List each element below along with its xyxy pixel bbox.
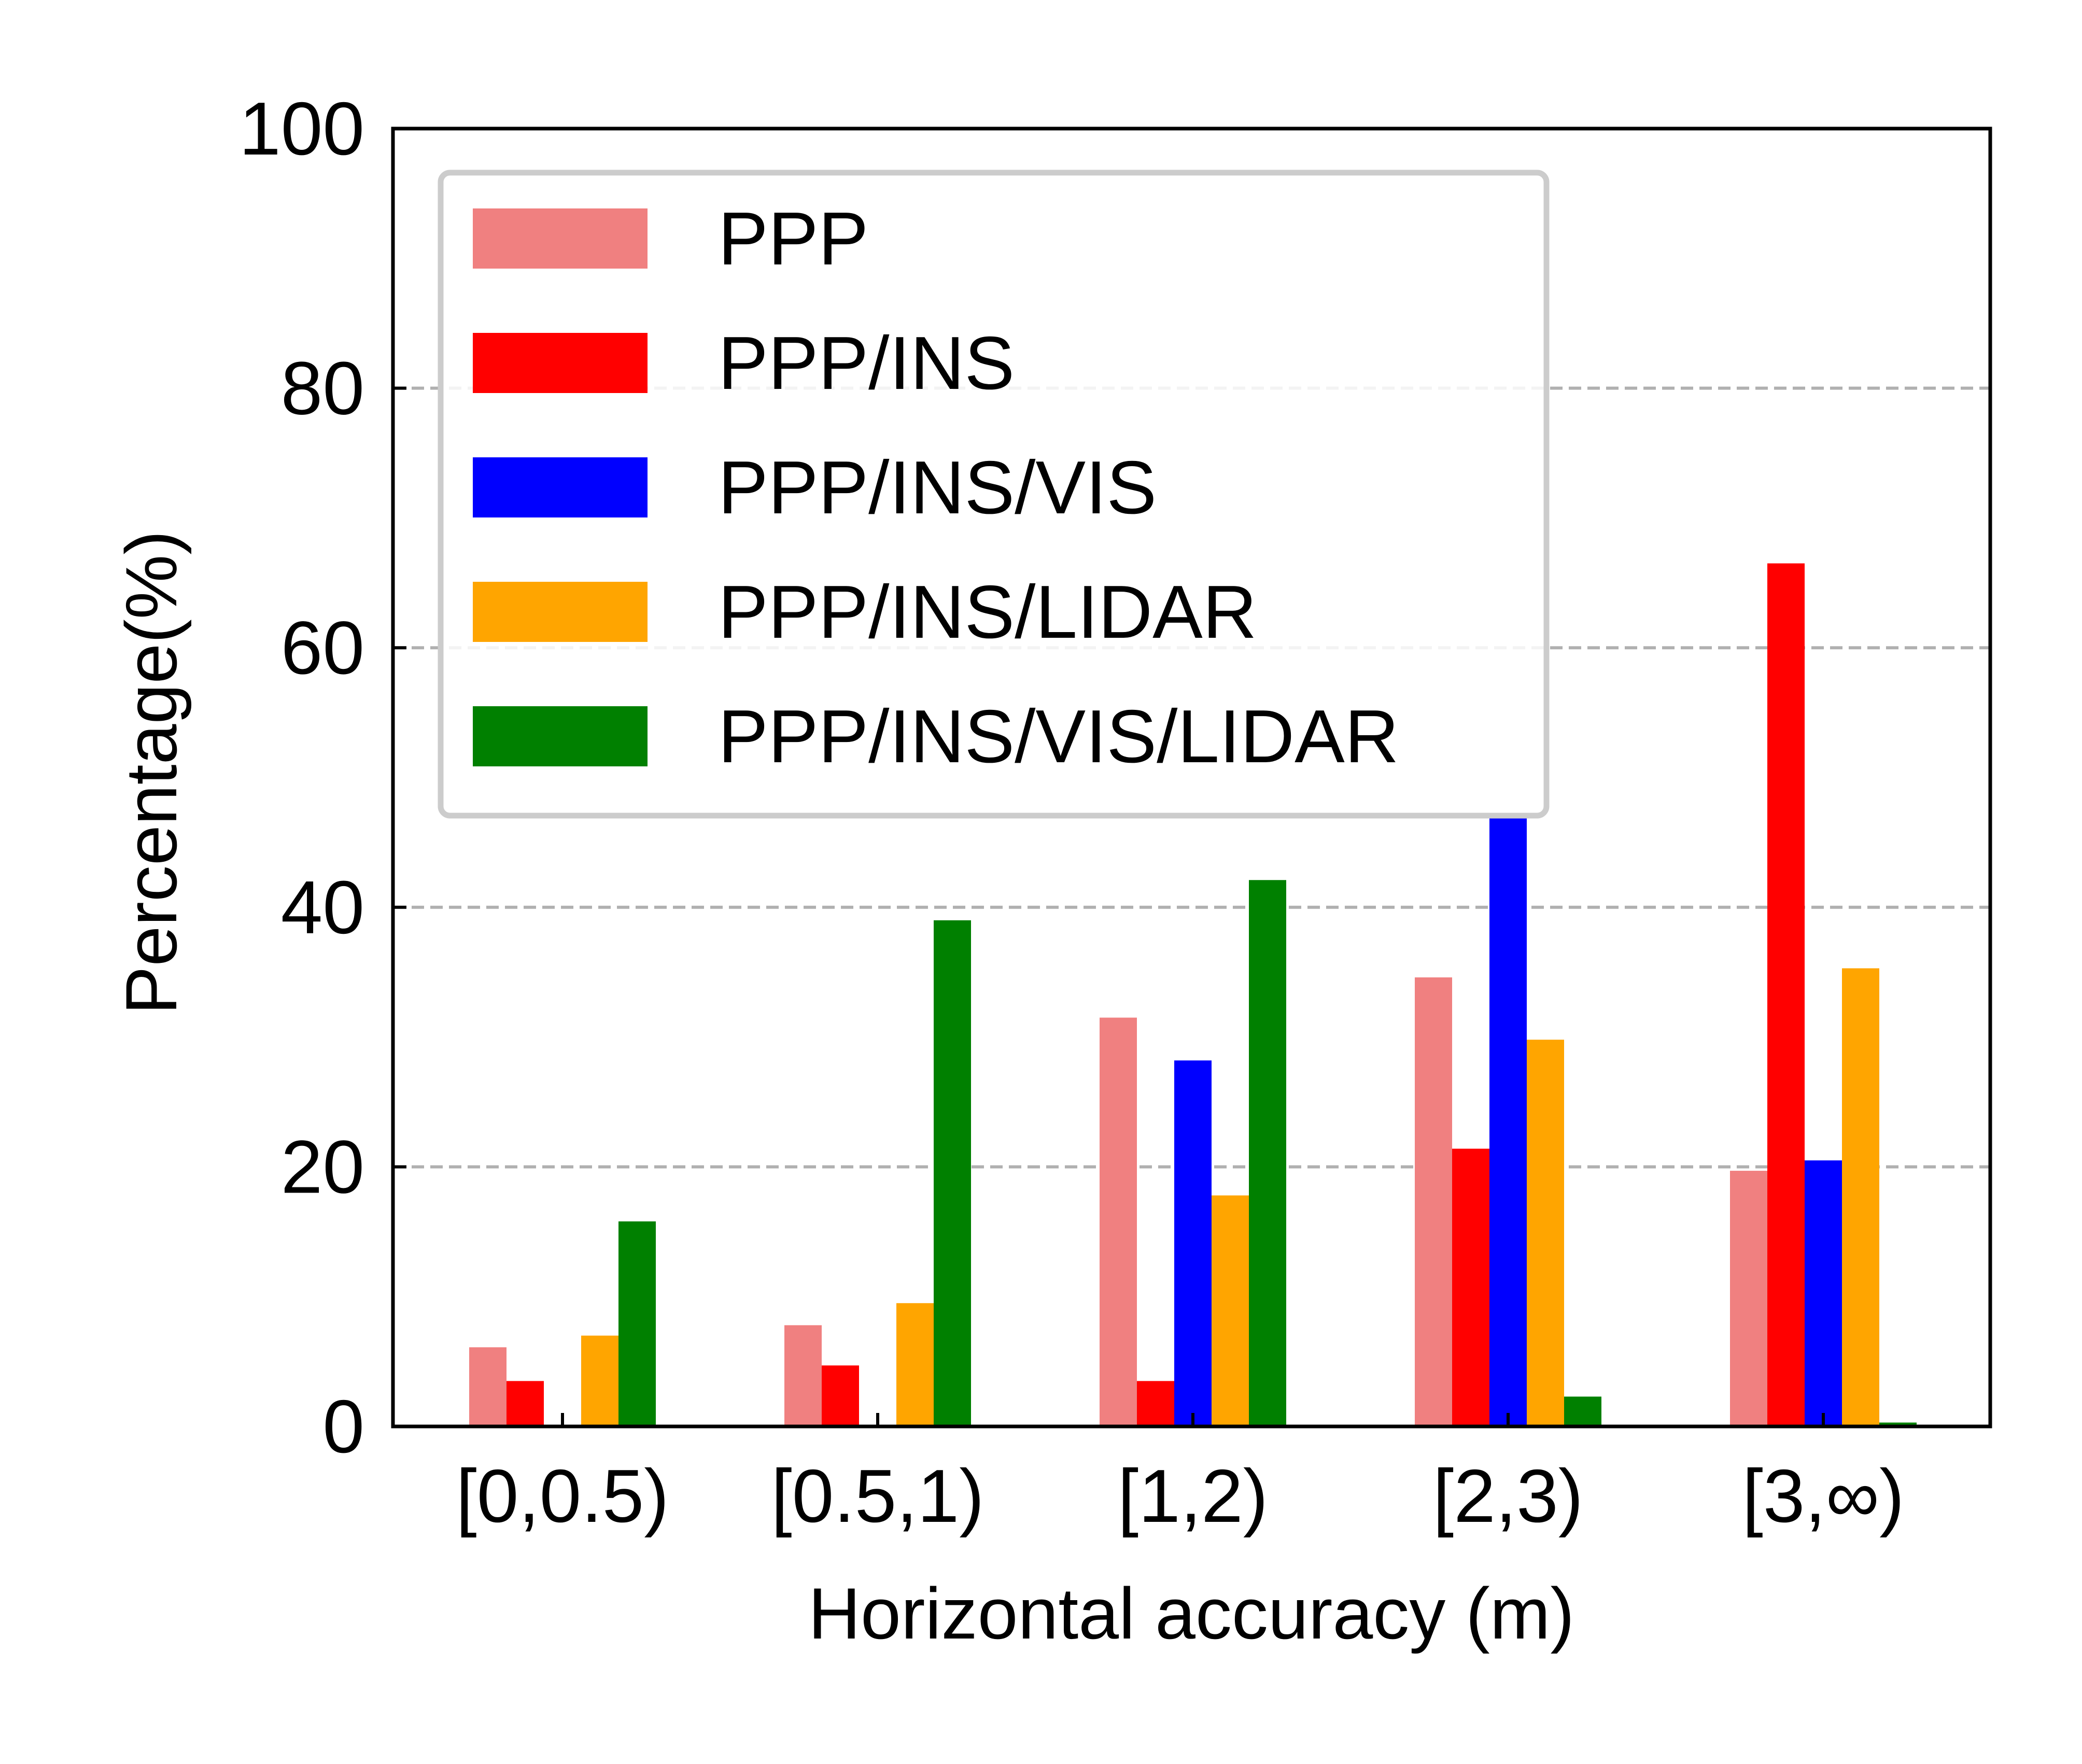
bar [1212,1195,1249,1426]
legend-swatch [473,208,648,269]
bar [1174,1060,1212,1426]
legend-swatch [473,333,648,393]
bar [1767,563,1805,1426]
x-axis-label: Horizontal accuracy (m) [808,1573,1574,1654]
bar [1100,1017,1137,1426]
y-tick-labels: 0 20 40 60 80 100 [239,87,364,1468]
bar [1730,1170,1767,1426]
axis-ticks [393,127,1825,1428]
y-axis-label: Percentage(%) [110,530,192,1015]
bar [507,1381,544,1426]
legend-frame [438,170,1550,819]
legend-items: PPP PPP/INS PPP/INS/VIS PPP/INS/LIDAR PPP/IN… [473,197,1399,778]
x-tick-label: [0.5,1) [771,1454,984,1538]
legend-label: PPP [718,197,868,281]
x-tick-labels: [0,0.5) [0.5,1) [1,2) [2,3) [3,∞) [456,1454,1904,1538]
bar [822,1365,859,1426]
bar [1137,1381,1174,1426]
legend-swatch [473,706,648,766]
bar [469,1347,507,1426]
bar [1489,814,1527,1426]
legend-swatch [473,582,648,642]
x-tick-label: [1,2) [1118,1454,1268,1538]
x-tick-label: [0,0.5) [456,1454,669,1538]
legend-label: PPP/INS/VIS [718,445,1157,529]
bar [581,1335,618,1426]
bars [469,563,1917,1426]
bar [1805,1160,1842,1426]
bar [1415,977,1452,1426]
bar [1452,1149,1489,1426]
bar [1842,968,1879,1426]
legend-label: PPP/INS [718,321,1015,405]
bar [896,1303,934,1426]
bar [1564,1396,1601,1426]
y-tick-label: 60 [281,606,364,690]
bar [1879,1422,1917,1426]
y-tick-label: 100 [239,87,364,171]
legend-swatch [473,457,648,517]
y-tick-label: 20 [281,1125,364,1209]
x-tick-label: [2,3) [1433,1454,1583,1538]
bar [1249,880,1286,1426]
bar [784,1325,822,1426]
y-tick-label: 40 [281,865,364,949]
y-tick-label: 0 [322,1384,364,1468]
legend-label: PPP/INS/LIDAR [718,570,1257,654]
bar [618,1221,656,1426]
legend-label: PPP/INS/VIS/LIDAR [718,694,1399,778]
legend: PPP PPP/INS PPP/INS/VIS PPP/INS/LIDAR PPP/IN… [438,170,1550,819]
bar [1527,1040,1564,1426]
x-tick-label: [3,∞) [1742,1454,1905,1538]
bar [934,920,971,1426]
y-tick-label: 80 [281,346,364,430]
